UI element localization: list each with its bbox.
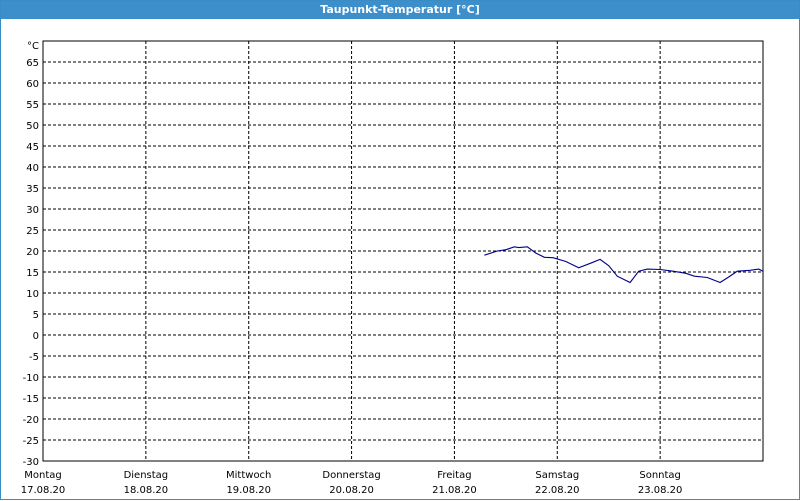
- y-tick-label: 5: [33, 310, 39, 321]
- x-tick-day: Mittwoch: [226, 470, 271, 481]
- x-tick-date: 19.08.20: [226, 485, 271, 496]
- y-tick-label: -20: [23, 415, 39, 426]
- y-tick-label: 10: [26, 289, 39, 300]
- y-tick-label: 50: [26, 121, 39, 132]
- y-tick-label: 40: [26, 163, 39, 174]
- x-tick-date: 18.08.20: [124, 485, 169, 496]
- y-tick-label: 30: [26, 205, 39, 216]
- x-tick-day: Montag: [24, 470, 61, 481]
- x-tick-day: Donnerstag: [322, 470, 380, 481]
- x-tick-date: 22.08.20: [535, 485, 580, 496]
- chart-title: Taupunkt-Temperatur [°C]: [1, 1, 799, 19]
- y-tick-label: 35: [26, 184, 39, 195]
- y-tick-label: 55: [26, 100, 39, 111]
- y-tick-label: -15: [23, 394, 39, 405]
- y-tick-label: -5: [29, 352, 39, 363]
- x-tick-date: 17.08.20: [21, 485, 66, 496]
- x-tick-date: 21.08.20: [432, 485, 477, 496]
- y-tick-label: 25: [26, 226, 39, 237]
- x-tick-day: Samstag: [535, 470, 579, 481]
- y-tick-label: 20: [26, 247, 39, 258]
- y-tick-label: 45: [26, 142, 39, 153]
- x-tick-day: Dienstag: [124, 470, 169, 481]
- x-tick-date: 23.08.20: [638, 485, 683, 496]
- y-tick-label: 65: [26, 58, 39, 69]
- x-tick-day: Sonntag: [639, 470, 681, 481]
- y-tick-label: 15: [26, 268, 39, 279]
- x-tick-day: Freitag: [437, 470, 471, 481]
- y-tick-label: 0: [33, 331, 39, 342]
- dewpoint-line: [484, 246, 764, 284]
- y-axis-label: °C: [27, 41, 39, 52]
- y-tick-label: -30: [23, 457, 39, 468]
- y-tick-label: 60: [26, 79, 39, 90]
- y-tick-label: -25: [23, 436, 39, 447]
- x-tick-date: 20.08.20: [329, 485, 374, 496]
- y-tick-label: -10: [23, 373, 39, 384]
